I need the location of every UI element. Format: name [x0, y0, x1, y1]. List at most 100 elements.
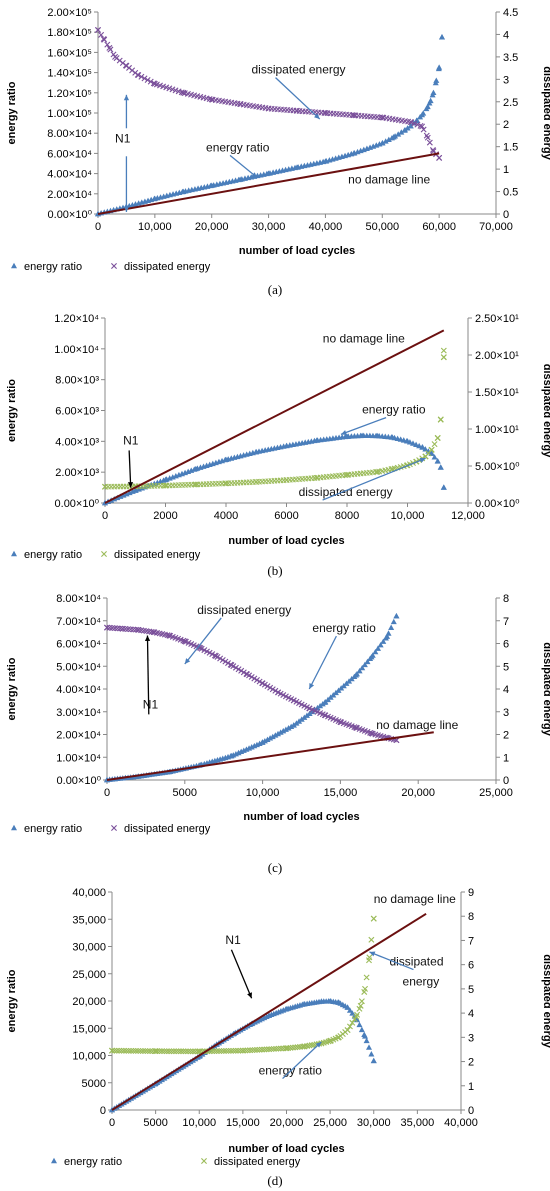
chart-d-point — [363, 1037, 370, 1044]
chart-d-point — [135, 1047, 142, 1054]
chart-b-data-point — [440, 484, 447, 490]
chart-a-annotation-arrowhead — [251, 172, 258, 178]
chart-b-data-point — [223, 480, 229, 487]
chart-b-x-tick-label: 6000 — [274, 510, 298, 522]
chart-a-y-tick-label: 2.00×10⁵ — [47, 7, 92, 19]
chart-b-x-tick-label: 2000 — [153, 510, 177, 522]
chart-a-y2-tick-label: 2.5 — [503, 97, 518, 109]
chart-b-x-tick-label: 0 — [102, 510, 108, 522]
chart-a-y-tick-label: 6.00×10⁴ — [47, 148, 92, 160]
chart-d-legend-label: dissipated energy — [214, 1156, 301, 1168]
chart-a-data-point — [438, 34, 445, 40]
chart-b-data-point — [440, 354, 447, 361]
chart-b-data-point — [102, 483, 108, 490]
chart-a-data-point — [208, 182, 215, 188]
chart-a-y2-tick-label: 4.5 — [503, 7, 518, 19]
chart-c-data-point — [275, 689, 282, 696]
chart-a-data-point — [237, 101, 244, 108]
chart-a-y2-tick-label: 1.5 — [503, 142, 518, 154]
chart-d-data-point — [353, 1013, 360, 1020]
chart-d-point — [249, 1047, 256, 1054]
chart-d-point — [242, 1047, 249, 1054]
chart-d-point — [356, 1021, 363, 1028]
chart-d-point — [277, 1045, 284, 1052]
chart-c-point — [277, 729, 284, 735]
chart-a-y-axis-title: energy ratio — [6, 81, 18, 144]
chart-d-y-axis-title: energy ratio — [6, 969, 18, 1032]
chart-d-point — [125, 1047, 132, 1054]
chart-a-annotation: N1 — [115, 131, 131, 145]
chart-d-point — [237, 1047, 244, 1054]
chart-c-point — [303, 712, 310, 718]
chart-b-annotation: energy ratio — [362, 403, 426, 417]
chart-b-annotation: no damage line — [323, 332, 405, 346]
chart-d-data-point — [318, 998, 325, 1004]
chart-c-point — [288, 723, 295, 729]
chart-d-x-tick-label: 20,000 — [270, 1117, 304, 1129]
chart-a-data-point — [180, 188, 187, 194]
chart-b-data-point — [419, 444, 426, 450]
chart-c-legend-marker — [111, 825, 117, 831]
chart-d-point — [254, 1046, 261, 1053]
chart-c-point — [280, 727, 287, 734]
chart-b-y2-tick-label: 2.00×10¹ — [475, 350, 519, 362]
chart-b-y-tick-label: 8.00×10³ — [55, 375, 99, 387]
chart-a-series-no-damage-line — [97, 152, 440, 215]
chart-a-point — [414, 121, 421, 128]
chart-c-annotation-arrowhead — [309, 683, 315, 689]
chart-d-data-point — [344, 1004, 351, 1010]
chart-c-data-point — [290, 697, 297, 704]
chart-a-point — [144, 77, 151, 84]
chart-d-x-tick-label: 10,000 — [182, 1117, 216, 1129]
chart-d-point — [256, 1046, 263, 1053]
chart-d-point — [227, 1047, 234, 1054]
chart-d-y-tick-label: 35,000 — [72, 914, 106, 926]
chart-d-point — [116, 1047, 123, 1054]
chart-b-data-point — [422, 453, 429, 460]
chart-d-point — [368, 936, 375, 943]
chart-b-data-point — [313, 437, 320, 443]
chart-d-point — [178, 1048, 184, 1055]
chart-d-point — [365, 1044, 372, 1050]
chart-d-y-tick-label: 15,000 — [72, 1023, 106, 1035]
chart-a-x-tick-label: 30,000 — [252, 221, 286, 233]
chart-a-y-tick-label: 2.00×10⁴ — [47, 189, 92, 201]
chart-b-svg: 0 2000 4000 6000 8000 10,000 12,0000.00×10⁰2.0… — [6, 313, 550, 578]
chart-a-caption: (a) — [268, 282, 282, 297]
chart-c-point — [359, 664, 366, 671]
chart-c-y2-tick-label: 4 — [503, 684, 509, 696]
chart-d-data-point — [300, 1001, 307, 1007]
chart-d-data-point — [327, 1037, 334, 1044]
chart-d-point — [299, 1043, 306, 1050]
chart-c-data-point — [259, 680, 266, 687]
chart-c-y-tick-label: 4.00×10⁴ — [56, 684, 101, 696]
chart-a-series-energy-ratio — [95, 34, 445, 217]
chart-d-point — [128, 1047, 135, 1054]
chart-a-data-point — [424, 134, 431, 141]
chart-a-y-tick-label: 0.00×10⁰ — [48, 209, 93, 221]
chart-d-no-damage-line — [111, 912, 427, 1111]
chart-d-data-point — [283, 1045, 290, 1052]
chart-d-y-tick-label: 20,000 — [72, 996, 106, 1008]
chart-b-data-point — [344, 471, 350, 478]
chart-c-y-tick-label: 8.00×10⁴ — [56, 593, 101, 605]
chart-d-data-point — [327, 998, 334, 1004]
chart-b-annotation-arrowhead — [419, 457, 426, 463]
chart-a-y2-axis-title: dissipated energy — [541, 66, 550, 160]
chart-b-point — [431, 454, 438, 460]
chart-c-annotation-arrowhead — [184, 658, 191, 664]
chart-panel-c: 0 5000 10,000 15,000 20,000 25,000 0.00×10⁰ 1.0… — [0, 580, 550, 880]
chart-d-annotation-arrowhead — [247, 992, 252, 999]
chart-d-point — [137, 1047, 144, 1054]
chart-a-y-tick-label: 1.20×10⁵ — [47, 88, 92, 100]
chart-b-legend-label: dissipated energy — [114, 549, 201, 561]
chart-d-point — [220, 1047, 227, 1054]
chart-c-x-tick-label: 10,000 — [246, 787, 280, 799]
chart-b-data-point — [162, 482, 169, 489]
chart-b-data-point — [440, 347, 447, 354]
chart-b-data-point — [434, 434, 441, 441]
chart-c-x-tick-label: 0 — [104, 787, 110, 799]
chart-d-data-point — [335, 1034, 342, 1041]
chart-d-y2-tick-label: 5 — [468, 984, 474, 996]
chart-b-y-tick-label: 6.00×10³ — [55, 406, 99, 418]
